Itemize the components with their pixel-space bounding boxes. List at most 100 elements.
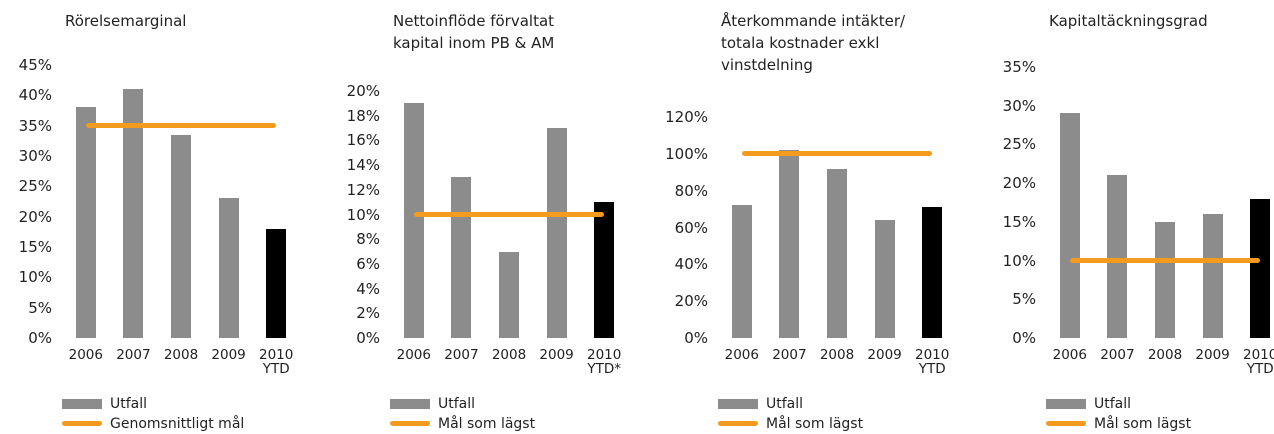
y-tick-label: 80% [674,181,708,200]
y-tick-label: 120% [665,108,708,126]
y-tick-label: 18% [346,106,380,125]
bar [218,198,239,338]
y-tick-label: 10% [18,268,52,287]
legend-label: Mål som lägst [1094,416,1192,432]
y-tick-label: 25% [1002,135,1036,154]
legend-swatch [718,399,758,409]
target-line [1069,258,1261,264]
y-tick-label: 100% [665,144,708,163]
y-tick-label: 20% [346,82,380,100]
x-tick-label: 2007 [116,347,151,363]
target-line [85,123,277,129]
y-tick-label: 0% [356,329,380,347]
legend-swatch [62,421,102,426]
x-tick-label: 2006 [396,347,431,363]
target-line [413,212,605,217]
bar [1202,214,1223,338]
y-tick-label: 20% [674,292,708,311]
bar [123,89,144,338]
x-tick-label: 2009 [867,347,902,363]
y-tick-label: 15% [1002,212,1036,231]
chart-title: Återkommande intäkter/ totala kostnader … [721,12,906,74]
y-tick-label: 16% [346,131,380,150]
legend-label: Genomsnittligt mål [110,416,245,432]
y-tick-label: 20% [1002,174,1036,193]
legend-label: Utfall [1094,396,1132,412]
legend-swatch [1046,421,1086,426]
legend-swatch [390,421,430,426]
bar [922,207,943,338]
bar [827,168,847,338]
y-tick-label: 0% [1012,329,1036,347]
x-tick-label: 2009 [539,347,574,363]
x-tick-label: 2006 [1052,347,1087,363]
y-tick-label: 20% [18,207,52,226]
x-tick-label: 2007 [1100,347,1135,363]
y-tick-label: 25% [18,177,52,196]
legend-swatch [390,399,430,409]
y-tick-label: 0% [28,329,52,347]
x-tick-label: 2007 [772,347,807,363]
x-tick-label: 2007 [444,347,479,363]
y-tick-label: 30% [18,147,52,165]
chart-title: Nettoinflöde förvaltat kapital inom PB &… [393,12,555,52]
legend-swatch [718,421,758,426]
x-tick-label: 2006 [68,347,103,363]
bar [874,220,895,338]
y-tick-label: 5% [28,298,52,317]
legend-swatch [62,399,102,409]
bar [731,205,752,338]
x-tick-label: 2006 [724,347,759,363]
y-tick-label: 4% [356,279,380,298]
y-tick-label: 8% [356,230,380,249]
bar [779,150,800,338]
bar [266,228,287,338]
chart-title: Rörelsemarginal [65,12,187,30]
y-tick-label: 35% [1002,58,1036,76]
x-tick-label: 2008 [819,347,855,363]
legend-label: Mål som lägst [438,416,536,432]
x-tick-label: 2010 YTD* [587,347,622,377]
y-tick-label: 45% [18,56,52,74]
y-tick-label: 35% [18,116,52,135]
bar [594,202,615,338]
y-tick-label: 6% [356,254,380,273]
y-tick-label: 12% [346,180,380,199]
bar [451,177,472,338]
legend-label: Utfall [438,396,476,412]
y-tick-label: 14% [346,156,380,175]
bar [1059,113,1080,338]
x-tick-label: 2008 [1147,347,1183,363]
x-tick-label: 2010 YTD [1243,347,1274,377]
target-line [741,151,933,157]
x-tick-label: 2009 [1195,347,1230,363]
x-tick-label: 2010 YTD [915,347,950,377]
y-tick-label: 2% [356,304,380,323]
y-tick-label: 10% [346,205,380,224]
chart-title: Kapitaltäckningsgrad [1049,12,1208,30]
y-tick-label: 40% [18,86,52,105]
bar [1250,198,1271,338]
bar [499,251,519,338]
x-tick-label: 2009 [211,347,246,363]
y-tick-label: 30% [1002,96,1036,115]
bar [546,128,567,338]
bar [1107,175,1128,338]
legend-label: Mål som lägst [766,416,864,432]
x-tick-label: 2008 [491,347,527,363]
legend-label: Utfall [766,396,804,412]
bar [171,134,191,338]
y-tick-label: 10% [1002,251,1036,270]
y-tick-label: 60% [674,218,708,237]
y-tick-label: 5% [1012,290,1036,309]
bar [1155,221,1175,338]
y-tick-label: 40% [674,255,708,274]
y-tick-label: 0% [684,329,708,347]
x-tick-label: 2010 YTD [259,347,294,377]
x-tick-label: 2008 [163,347,199,363]
bar [75,107,96,338]
legend-label: Utfall [110,396,148,412]
y-tick-label: 15% [18,238,52,256]
bar [403,103,424,338]
